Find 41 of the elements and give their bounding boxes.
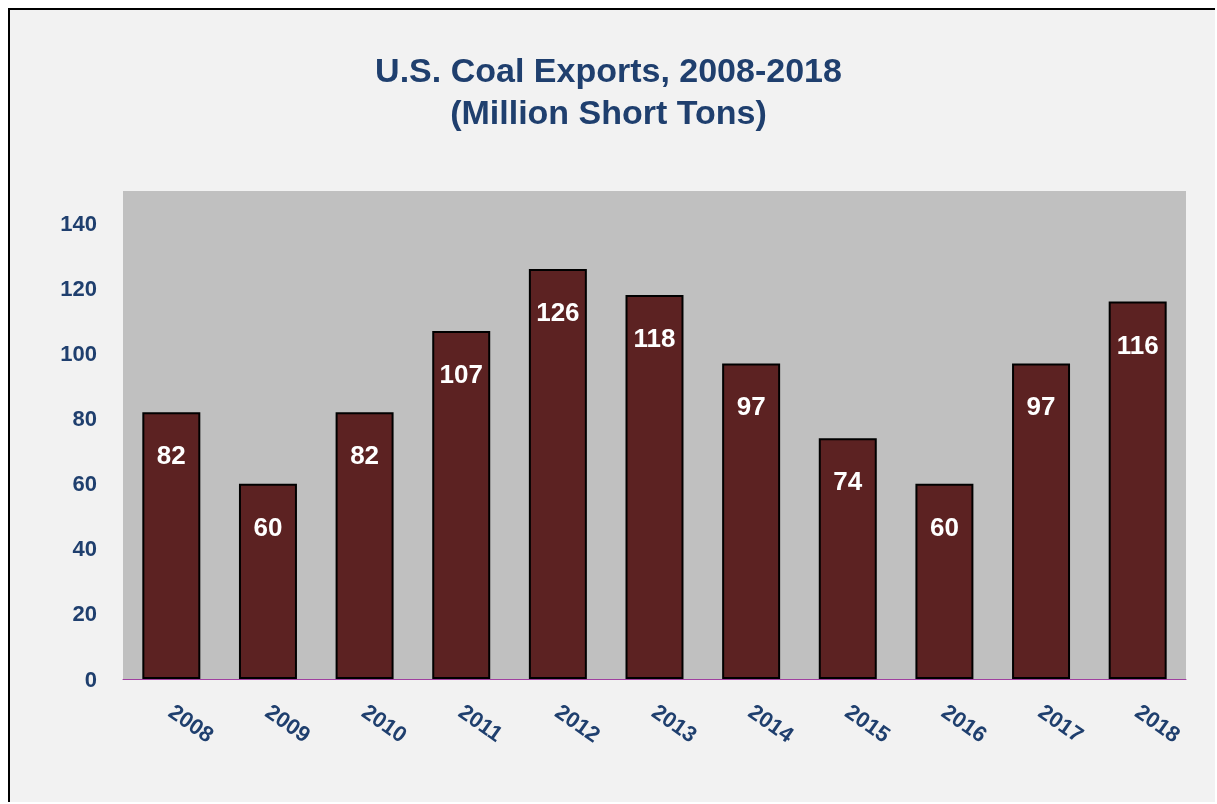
y-tick-label: 40 (72, 536, 97, 562)
x-tick-label: 2008 (164, 698, 219, 748)
x-tick-label: 2017 (1033, 698, 1089, 748)
y-tick-label: 20 (72, 601, 97, 627)
chart-title: U.S. Coal Exports, 2008-2018 (Million Short Tons) (375, 51, 842, 131)
y-tick-label: 80 (72, 406, 97, 432)
bar (432, 330, 491, 679)
data-label: 118 (633, 323, 676, 354)
bar (1012, 363, 1071, 679)
bar (915, 483, 974, 679)
bar (1108, 301, 1167, 679)
bar (142, 412, 201, 679)
data-label: 107 (439, 358, 483, 389)
y-tick-label: 100 (60, 341, 97, 367)
bar (722, 363, 781, 679)
bar (625, 295, 684, 679)
data-label: 97 (736, 391, 766, 422)
data-label: 60 (253, 511, 283, 542)
bar (238, 483, 297, 679)
data-label: 82 (350, 440, 380, 471)
y-tick-label: 120 (60, 276, 97, 302)
data-label: 82 (156, 440, 186, 471)
y-tick-label: 60 (72, 471, 97, 497)
data-label: 60 (929, 511, 959, 542)
data-label: 74 (833, 466, 863, 497)
bar (528, 269, 587, 679)
x-tick-label: 2010 (357, 698, 412, 748)
x-tick-label: 2011 (454, 698, 508, 747)
y-tick-label: 140 (60, 211, 97, 237)
y-tick-label: 0 (84, 666, 97, 692)
x-tick-label: 2009 (260, 698, 316, 748)
x-tick-label: 2018 (1130, 698, 1185, 748)
x-tick-label: 2014 (743, 698, 800, 748)
data-label: 126 (536, 297, 580, 328)
x-tick-label: 2013 (647, 698, 702, 748)
bar (335, 412, 394, 679)
x-tick-label: 2015 (840, 698, 896, 748)
data-label: 116 (1116, 329, 1159, 360)
x-tick-label: 2016 (937, 698, 992, 748)
data-label: 97 (1026, 391, 1056, 422)
bar (818, 438, 877, 679)
